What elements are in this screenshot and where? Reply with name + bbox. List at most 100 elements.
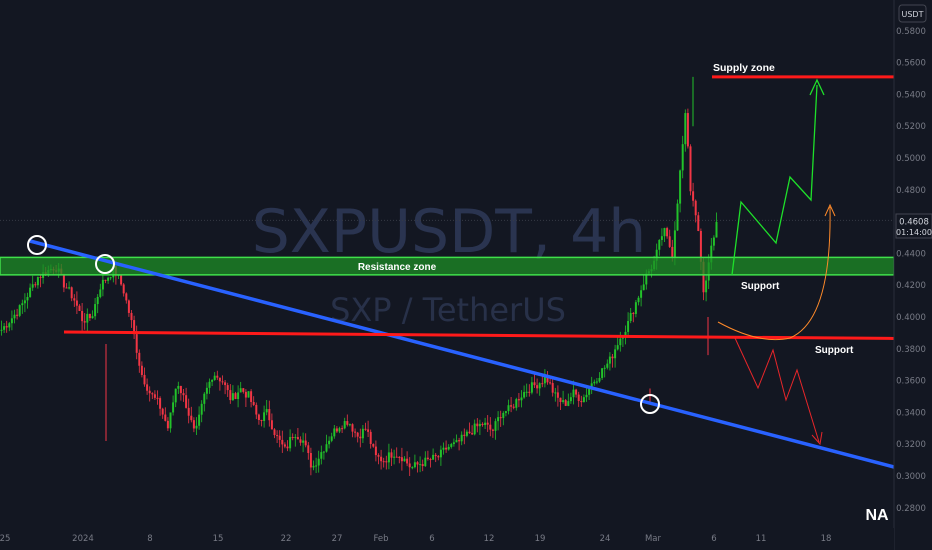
candle-body [213,375,216,380]
candle-body [187,407,190,416]
candle-body [465,431,468,436]
candle-body [387,452,390,463]
price-tick-label: 0.5800 [896,27,926,37]
candle-body [502,412,505,419]
candle-body [205,387,208,394]
time-tick-label: 8 [147,534,152,544]
candle-body [348,424,351,426]
candle-body [23,300,26,304]
candle-body [559,397,562,403]
candle-body [616,345,619,350]
price-tick-label: 0.3000 [896,472,926,482]
candle-body [426,457,429,460]
candle-body [374,446,377,456]
candle-body [190,415,193,421]
candle-body [689,146,692,192]
candle-body [520,397,523,401]
candle-body [541,383,544,385]
price-tick-label: 0.4800 [896,186,926,196]
candle-body [676,203,679,231]
candle-body [668,236,671,247]
candle-body [322,451,325,453]
candle-body [445,447,448,450]
candle-body [517,399,520,401]
time-tick-label: 2024 [72,534,94,544]
time-scale[interactable] [0,528,894,550]
bullish-arrow-head [809,78,825,96]
support-line [63,330,895,340]
candle-body [595,381,598,383]
candle-body [554,392,557,394]
support-label-upper: Support [741,281,780,292]
candle-body [525,391,528,393]
candle-body [486,422,489,425]
candle-body [99,289,102,297]
candle-body [421,464,424,467]
candle-body [494,421,497,431]
candle-body [268,409,271,421]
candle-body [572,389,575,398]
bullish-projection [731,84,818,276]
price-tick-label: 0.5000 [896,154,926,164]
candle-body [681,144,684,171]
candle-body [671,246,674,257]
candle-body [255,404,258,415]
candle-body [634,302,637,314]
candle-body [21,303,24,306]
touch-circle [640,394,660,414]
candle-body [543,376,546,384]
candle-body [590,383,593,389]
candle-body [380,456,383,462]
candle-body [606,363,609,368]
candle-body [395,456,398,458]
currency-badge[interactable] [898,4,927,23]
candle-body [250,391,253,403]
candle-body [315,465,318,467]
candle-body [385,461,388,463]
price-scale[interactable] [894,0,932,550]
candle-body [694,200,697,216]
candle-body [437,456,440,458]
candle-body [710,245,713,263]
candle-body [398,456,401,458]
countdown: 01:14:00 [896,228,932,237]
candle-body [81,310,84,322]
candle-body [143,374,146,385]
candle-body [291,437,294,439]
candle-body [699,230,702,262]
candle-body [351,424,354,432]
candle-body [83,321,86,323]
candle-body [663,228,666,237]
candle-body [263,412,266,421]
candle-body [39,277,42,279]
candle-body [468,431,471,434]
candle-body [640,290,643,298]
candle-body [515,399,518,408]
time-tick-label: 25 [0,534,10,544]
candle-body [390,452,393,458]
candle-body [307,445,310,454]
name-watermark: SXP / TetherUS [330,291,566,329]
time-tick-label: 19 [535,534,546,544]
candle-body [364,428,367,430]
candle-body [367,429,370,432]
bearish-arrow-head [811,431,823,446]
candle-body [122,284,125,294]
candle-body [294,437,297,439]
candle-body [705,280,708,293]
candle-body [450,444,453,447]
candle-body [471,433,474,435]
candle-body [567,401,570,406]
candle-body [224,382,227,386]
candle-body [406,458,409,464]
candle-body [619,338,622,346]
candle-body [673,230,676,257]
candle-body [611,356,614,359]
candle-body [148,390,151,394]
candle-body [309,453,312,468]
candle-body [260,420,263,422]
candle-body [549,382,552,384]
candle-body [140,365,143,375]
candle-body [325,444,328,452]
